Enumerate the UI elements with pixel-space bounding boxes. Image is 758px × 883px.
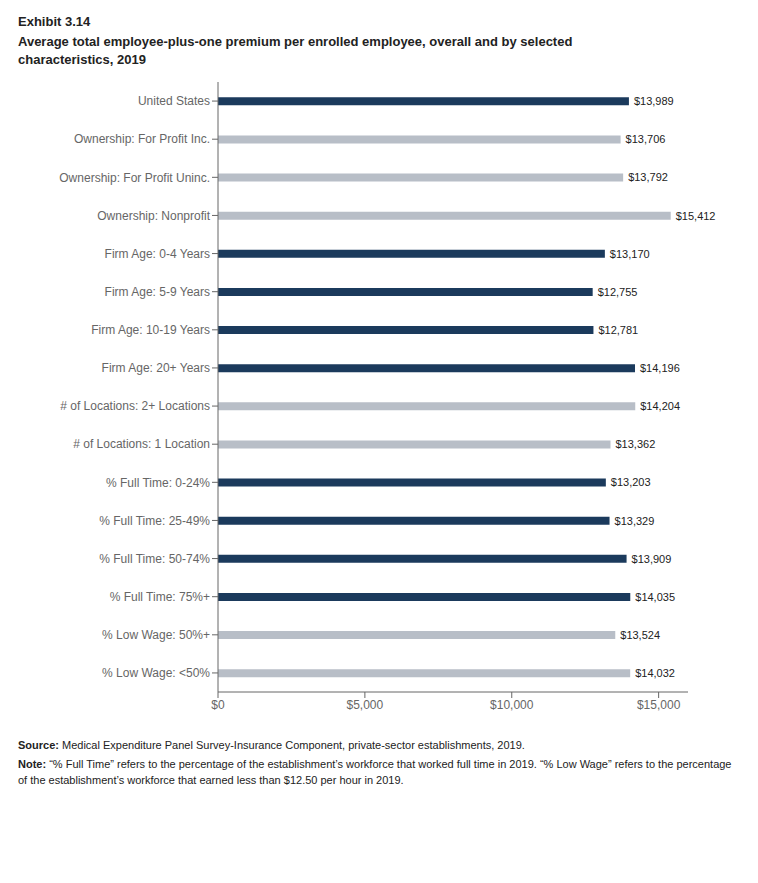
svg-text:$5,000: $5,000 bbox=[347, 698, 384, 712]
svg-text:$0: $0 bbox=[211, 698, 225, 712]
svg-text:% Full Time: 50-74%: % Full Time: 50-74% bbox=[99, 552, 210, 566]
svg-text:# of Locations: 1 Location: # of Locations: 1 Location bbox=[73, 438, 210, 452]
svg-text:Firm Age: 5-9 Years: Firm Age: 5-9 Years bbox=[105, 285, 210, 299]
svg-text:% Full Time: 25-49%: % Full Time: 25-49% bbox=[99, 514, 210, 528]
svg-text:Firm Age: 10-19 Years: Firm Age: 10-19 Years bbox=[91, 323, 210, 337]
svg-text:$14,035: $14,035 bbox=[635, 591, 675, 603]
svg-text:$14,204: $14,204 bbox=[640, 400, 680, 412]
svg-text:Ownership: For Profit Inc.: Ownership: For Profit Inc. bbox=[74, 133, 210, 147]
html-text:Source: Medical Expenditure Pa: Source: Medical Expenditure Panel Survey… bbox=[18, 739, 525, 752]
svg-text:$12,781: $12,781 bbox=[598, 324, 638, 336]
svg-text:Firm Age: 20+ Years: Firm Age: 20+ Years bbox=[102, 361, 210, 375]
svg-text:Ownership: Nonprofit: Ownership: Nonprofit bbox=[97, 209, 210, 223]
svg-text:% Low Wage: <50%: % Low Wage: <50% bbox=[102, 666, 210, 680]
svg-text:% Low Wage: 50%+: % Low Wage: 50%+ bbox=[102, 628, 210, 642]
svg-text:$15,000: $15,000 bbox=[637, 698, 681, 712]
svg-text:$13,524: $13,524 bbox=[620, 629, 660, 641]
svg-text:% Full Time: 75%+: % Full Time: 75%+ bbox=[110, 590, 210, 604]
svg-text:% Full Time: 0-24%: % Full Time: 0-24% bbox=[106, 476, 210, 490]
svg-text:$13,203: $13,203 bbox=[611, 476, 651, 488]
svg-text:$13,792: $13,792 bbox=[628, 171, 668, 183]
svg-text:$13,989: $13,989 bbox=[634, 95, 674, 107]
svg-text:$10,000: $10,000 bbox=[490, 698, 534, 712]
svg-text:$13,909: $13,909 bbox=[632, 553, 672, 565]
svg-text:Firm Age: 0-4 Years: Firm Age: 0-4 Years bbox=[105, 247, 210, 261]
svg-text:$13,170: $13,170 bbox=[610, 248, 650, 260]
svg-text:$12,755: $12,755 bbox=[598, 286, 638, 298]
svg-text:# of Locations: 2+ Locations: # of Locations: 2+ Locations bbox=[60, 399, 210, 413]
svg-text:United States: United States bbox=[138, 94, 210, 108]
html-text:Exhibit 3.14: Exhibit 3.14 bbox=[18, 14, 91, 29]
html-text:Average total employee-plus-on: Average total employee-plus-one premium … bbox=[18, 34, 573, 67]
svg-text:$13,706: $13,706 bbox=[626, 133, 666, 145]
svg-text:$14,196: $14,196 bbox=[640, 362, 680, 374]
svg-text:$15,412: $15,412 bbox=[676, 210, 716, 222]
svg-text:$13,362: $13,362 bbox=[616, 438, 656, 450]
svg-text:Ownership: For Profit Uninc.: Ownership: For Profit Uninc. bbox=[59, 171, 210, 185]
html-text:Note: “% Full Time” refers to: Note: “% Full Time” refers to the percen… bbox=[18, 758, 732, 786]
svg-text:$13,329: $13,329 bbox=[615, 515, 655, 527]
svg-text:$14,032: $14,032 bbox=[635, 667, 675, 679]
